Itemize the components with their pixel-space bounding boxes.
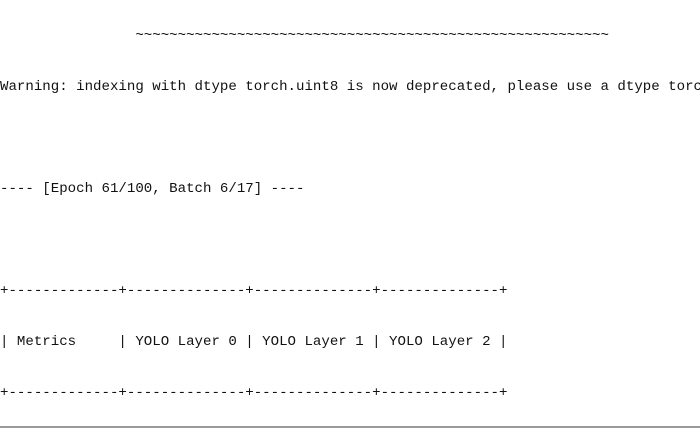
table-header-separator: +-------------+--------------+----------… <box>0 385 508 401</box>
blank-line <box>0 130 700 147</box>
table-top-border: +-------------+--------------+----------… <box>0 283 508 299</box>
epoch-batch-header: ---- [Epoch 61/100, Batch 6/17] ---- <box>0 181 305 197</box>
deprecation-warning: Warning: indexing with dtype torch.uint8… <box>0 79 700 95</box>
window-bottom-divider <box>0 426 700 428</box>
metrics-table: +-------------+--------------+----------… <box>0 249 700 430</box>
cut-off-warning-line: ~~~~~~~~~~~~~~~~~~~~~~~~~~~~~~~~~~~~~~~~… <box>0 28 609 44</box>
table-header-row: | Metrics | YOLO Layer 0 | YOLO Layer 1 … <box>0 334 508 350</box>
